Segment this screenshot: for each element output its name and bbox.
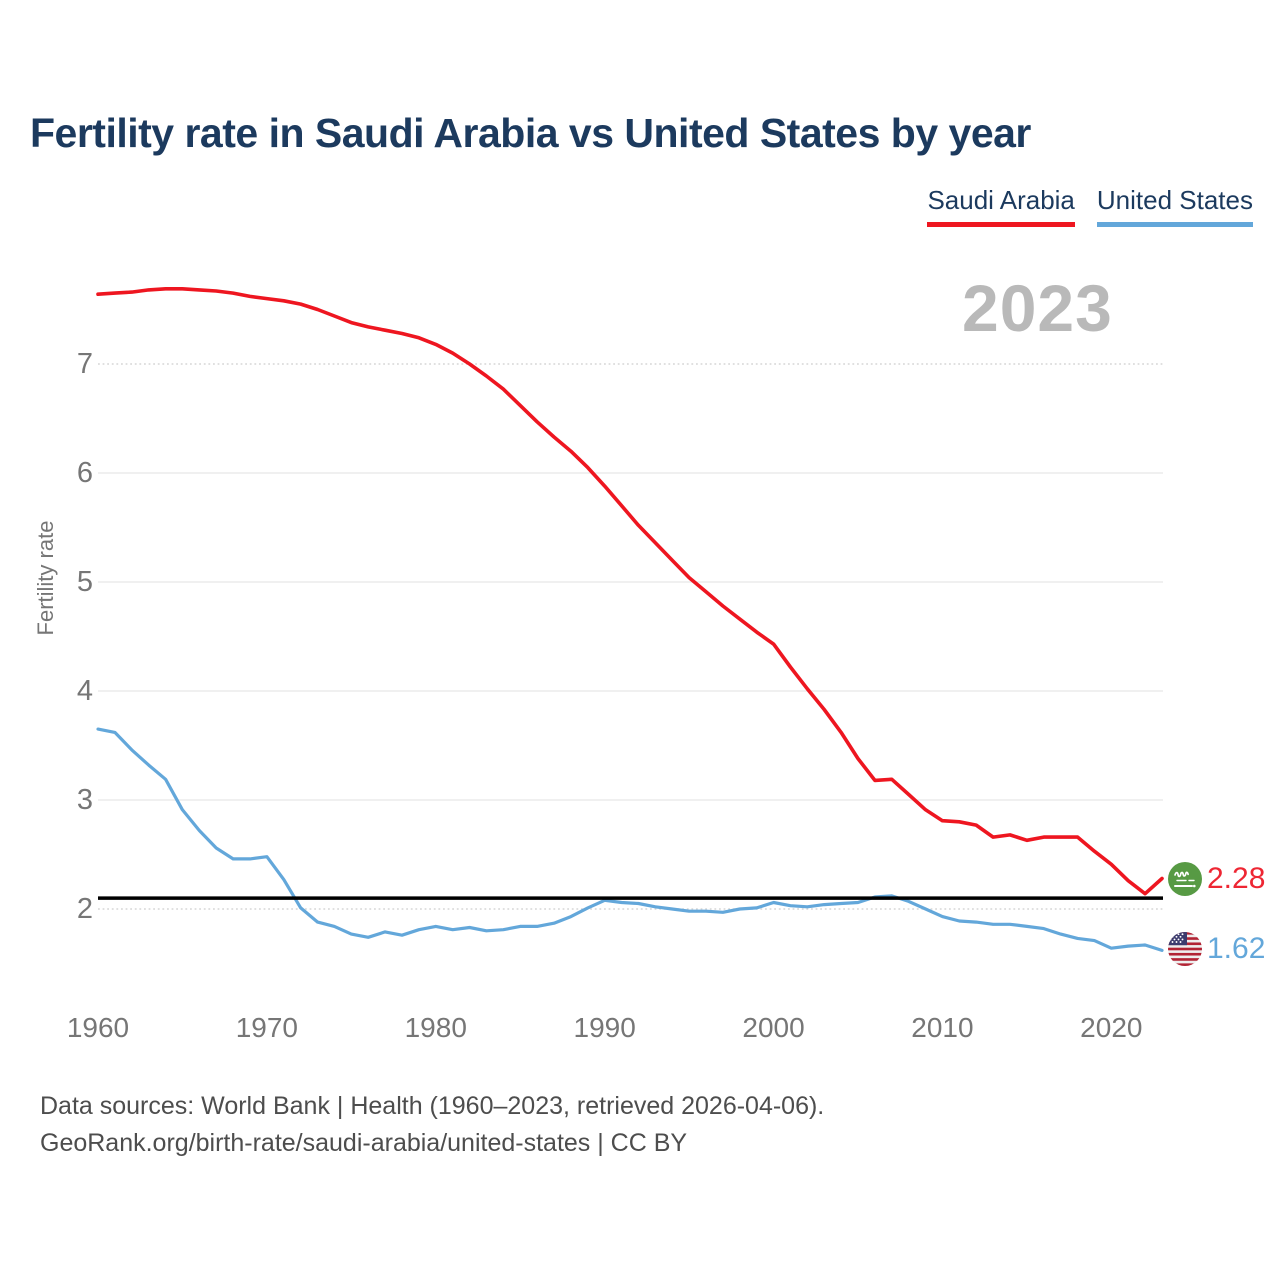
x-tick-label-2020: 2020 [1080, 1012, 1143, 1043]
saudi-arabia-value-label: 2.28 [1207, 862, 1266, 895]
legend-item-saudi-arabia[interactable]: Saudi Arabia [927, 185, 1075, 227]
x-tick-label-1960: 1960 [66, 1012, 130, 1043]
gridlines [98, 363, 1163, 910]
y-tick-label-3: 3 [76, 784, 93, 816]
x-tick-label-1980: 1980 [404, 1012, 467, 1043]
y-tick-label-4: 4 [76, 675, 93, 707]
y-tick-label-6: 6 [76, 457, 93, 489]
data-sources-text: Data sources: World Bank | Health (1960–… [40, 1092, 825, 1120]
y-tick-label-7: 7 [76, 348, 93, 380]
saudi-arabia-flag-icon [1168, 862, 1202, 896]
legend-item-united-states[interactable]: United States [1096, 185, 1253, 227]
year-watermark: 2023 [962, 271, 1113, 345]
saudi-arabia-line [96, 286, 1164, 896]
attribution-text: GeoRank.org/birth-rate/saudi-arabia/unit… [40, 1129, 688, 1157]
y-tick-label-2: 2 [76, 893, 93, 925]
y-tick-label-5: 5 [76, 566, 93, 598]
x-tick-label-1990: 1990 [573, 1012, 636, 1043]
united-states-flag-icon [1168, 932, 1202, 966]
united-states-line [96, 727, 1164, 953]
united-states-value-label: 1.62 [1207, 932, 1266, 965]
page-title: Fertility rate in Saudi Arabia vs United… [30, 110, 1031, 156]
legend: Saudi Arabia United States [927, 185, 1253, 227]
x-tick-label-2000: 2000 [742, 1012, 805, 1043]
footer: Data sources: World Bank | Health (1960–… [40, 1088, 824, 1162]
x-tick-label-2010: 2010 [911, 1012, 974, 1043]
x-tick-label-1970: 1970 [235, 1012, 299, 1043]
